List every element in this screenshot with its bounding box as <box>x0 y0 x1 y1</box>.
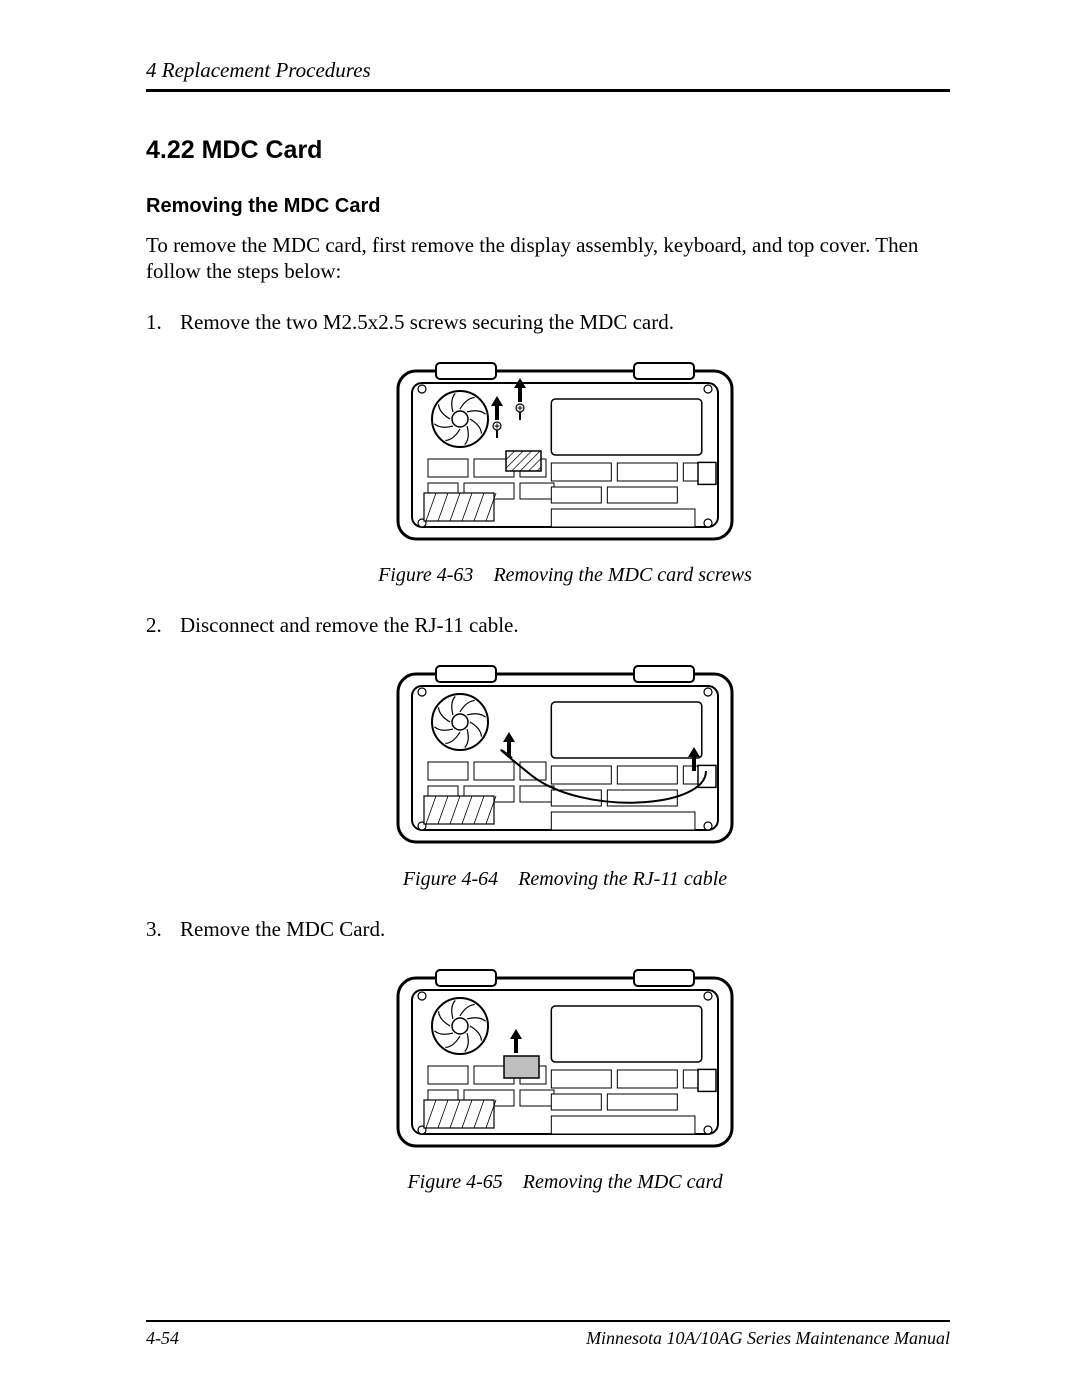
page-footer: 4-54 Minnesota 10A/10AG Series Maintenan… <box>146 1320 950 1349</box>
step-2: Disconnect and remove the RJ-11 cable. F… <box>146 612 950 892</box>
figure-4-63-caption: Figure 4-63 Removing the MDC card screws <box>180 563 950 588</box>
figure-4-64-image <box>394 662 736 856</box>
running-head: 4 Replacement Procedures <box>146 58 950 83</box>
step-3: Remove the MDC Card. Figure 4-65 Removin… <box>146 916 950 1196</box>
step-3-text: Remove the MDC Card. <box>180 917 385 941</box>
step-2-text: Disconnect and remove the RJ-11 cable. <box>180 613 519 637</box>
step-1: Remove the two M2.5x2.5 screws securing … <box>146 309 950 589</box>
page: 4 Replacement Procedures 4.22 MDC Card R… <box>0 0 1080 1397</box>
figure-4-63-text: Removing the MDC card screws <box>493 564 751 586</box>
figure-4-63-block: Figure 4-63 Removing the MDC card screws <box>180 359 950 588</box>
figure-4-65-label: Figure 4-65 <box>407 1171 502 1193</box>
foot-rule <box>146 1320 950 1322</box>
figure-4-64-label: Figure 4-64 <box>403 868 498 890</box>
figure-4-65-text: Removing the MDC card <box>523 1171 723 1193</box>
foot-row: 4-54 Minnesota 10A/10AG Series Maintenan… <box>146 1328 950 1349</box>
figure-4-63-image <box>394 359 736 553</box>
figure-4-65-image <box>394 966 736 1160</box>
figure-4-64-caption: Figure 4-64 Removing the RJ-11 cable <box>180 867 950 892</box>
section-title: 4.22 MDC Card <box>146 136 950 165</box>
manual-title: Minnesota 10A/10AG Series Maintenance Ma… <box>586 1328 950 1349</box>
step-list: Remove the two M2.5x2.5 screws securing … <box>146 309 950 1196</box>
subheading-removing: Removing the MDC Card <box>146 195 950 218</box>
figure-4-63-label: Figure 4-63 <box>378 564 473 586</box>
figure-4-65-block: Figure 4-65 Removing the MDC card <box>180 966 950 1195</box>
step-1-text: Remove the two M2.5x2.5 screws securing … <box>180 310 674 334</box>
page-number: 4-54 <box>146 1328 179 1349</box>
intro-paragraph: To remove the MDC card, first remove the… <box>146 232 950 285</box>
figure-4-64-block: Figure 4-64 Removing the RJ-11 cable <box>180 662 950 891</box>
figure-4-65-caption: Figure 4-65 Removing the MDC card <box>180 1170 950 1195</box>
head-rule <box>146 89 950 92</box>
figure-4-64-text: Removing the RJ-11 cable <box>518 868 727 890</box>
